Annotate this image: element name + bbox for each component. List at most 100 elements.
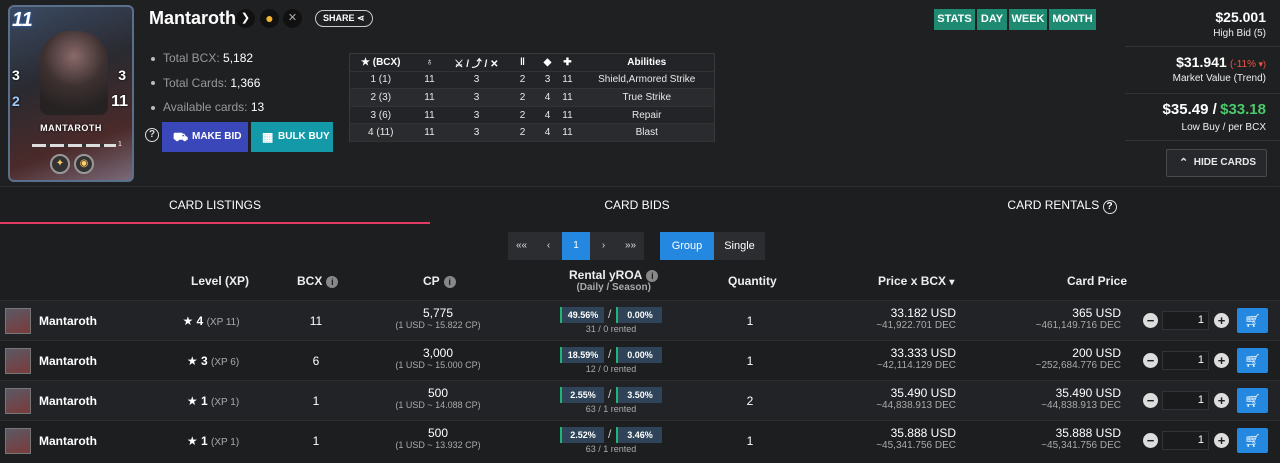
price-usd: 33.333 USD [890,346,956,360]
increase-quantity-button[interactable]: + [1214,433,1229,448]
price-bcx-column-header[interactable]: Price x BCX ▾ [878,274,954,288]
listing-bcx: 1 [312,434,320,448]
hide-cards-label: HIDE CARDS [1193,157,1256,168]
bulk-buy-button[interactable]: ▦ BULK BUY [251,122,333,152]
tab-card-listings[interactable]: CARD LISTINGS [0,187,430,224]
bcx-column-header[interactable]: BCX i [297,274,339,288]
rented-count: 12 / 0 rented [585,364,637,374]
card-header: 11 3 3 2 11 MANTAROTH 1 ✦ ◉ Mantaroth ❯ … [0,0,1280,186]
tab-card-bids[interactable]: CARD BIDS [604,198,670,212]
price-usd: 35.490 USD [890,386,956,400]
decrease-quantity-button[interactable]: − [1143,433,1158,448]
info-icon[interactable]: i [646,269,659,282]
quantity-input[interactable]: 1 [1162,431,1209,450]
period-week[interactable]: WEEK [1009,9,1047,30]
cart-icon: 🛒︎ [1244,393,1261,408]
increase-quantity-button[interactable]: + [1214,393,1229,408]
price-dec: ~44,838.913 DEC [876,400,956,411]
listing-row[interactable]: Mantaroth ★ 1 (XP 1) 1 500 (1 USD ~ 13.932 C… [0,420,1280,460]
card-price-dec: ~461,149.716 DEC [1035,320,1121,331]
page-1-button[interactable]: 1 [562,232,590,260]
card-stats: Total BCX: 5,182 Total Cards: 1,366 Avai… [151,46,264,120]
star-icon: ★ [186,354,198,368]
listing-card-price: 200 USD ~252,684.776 DEC [1036,346,1121,371]
page-next-button[interactable]: › [590,232,617,260]
cp-rate: (1 USD ~ 13.932 CP) [395,440,481,450]
high-bid-value: $25.001 [1215,9,1266,25]
roa-season: 0.00% [616,307,662,323]
share-icon: ⋖ [357,13,365,23]
tab-card-rentals-label: CARD RENTALS [1007,198,1100,212]
sort-down-icon: ▾ [949,277,955,288]
help-icon: ? [1102,200,1117,214]
listing-row[interactable]: Mantaroth ★ 4 (XP 11) 11 5,775 (1 USD ~ 15.8… [0,300,1280,340]
card-image[interactable]: 11 3 3 2 11 MANTAROTH 1 ✦ ◉ [8,5,134,182]
xp-value: (XP 1) [210,437,240,448]
listing-card-name[interactable]: Mantaroth [39,394,97,408]
page-first-button[interactable]: «« [508,232,535,260]
increase-quantity-button[interactable]: + [1214,353,1229,368]
listing-card-name[interactable]: Mantaroth [39,434,97,448]
price-dec: ~42,114.129 DEC [876,360,956,371]
listing-card-name[interactable]: Mantaroth [39,354,97,368]
roa-column-header[interactable]: Rental yROA i (Daily / Season) [569,268,659,293]
group-toggle[interactable]: Group [660,232,714,260]
info-icon[interactable]: i [443,275,456,288]
decrease-quantity-button[interactable]: − [1143,313,1158,328]
cp-value: 500 [427,386,449,400]
info-icon[interactable]: i [326,275,339,288]
listing-price-bcx: 33.333 USD ~42,114.129 DEC [877,346,956,371]
level-column-header[interactable]: Level (XP) [191,274,250,288]
page-prev-button[interactable]: ‹ [535,232,562,260]
add-to-cart-button[interactable]: 🛒︎ [1237,308,1268,333]
add-to-cart-button[interactable]: 🛒︎ [1237,388,1268,413]
listing-level: ★ 4 (XP 11) [171,314,251,328]
period-day[interactable]: DAY [977,9,1007,30]
card-price-dec: ~44,838.913 DEC [1041,400,1121,411]
listing-price-bcx: 35.888 USD ~45,341.756 DEC [876,426,956,451]
trend-down-icon: ▾) [1255,59,1266,69]
make-bid-button[interactable]: ⛟ MAKE BID [162,122,248,152]
card-price-column-header[interactable]: Card Price [1067,274,1128,288]
price-bcx-label: Price x BCX [878,274,947,288]
card-price-usd: 35.888 USD [1055,426,1121,440]
divider [1125,46,1280,47]
listing-cp: 500 (1 USD ~ 13.932 CP) [380,426,496,450]
period-month[interactable]: MONTH [1049,9,1096,30]
hide-cards-button[interactable]: ⌃ HIDE CARDS [1166,149,1267,177]
quantity-column-header[interactable]: Quantity [728,274,777,288]
period-stats[interactable]: STATS [934,9,975,30]
decrease-quantity-button[interactable]: − [1143,393,1158,408]
tab-card-rentals[interactable]: CARD RENTALS ? [844,187,1280,224]
listing-row[interactable]: Mantaroth ★ 3 (XP 6) 6 3,000 (1 USD ~ 15.000… [0,340,1280,380]
quantity-input[interactable]: 1 [1162,351,1209,370]
share-label: SHARE [323,13,355,23]
cart-icon: 🛒︎ [1244,313,1261,328]
cp-value: 5,775 [422,306,454,320]
single-toggle[interactable]: Single [714,232,765,260]
page-last-button[interactable]: »» [617,232,644,260]
available-label: Available cards: [163,100,248,114]
quantity-input[interactable]: 1 [1162,391,1209,410]
help-icon[interactable]: ? [145,128,159,142]
card-title: Mantaroth [149,8,236,28]
add-to-cart-button[interactable]: 🛒︎ [1237,428,1268,453]
card-thumbnail [5,388,31,414]
price-usd: 33.182 USD [890,306,956,320]
melee-value: 3 [118,67,126,83]
listing-level: ★ 1 (XP 1) [173,394,253,408]
quantity-input[interactable]: 1 [1162,311,1209,330]
decrease-quantity-button[interactable]: − [1143,353,1158,368]
make-bid-label: MAKE BID [192,131,242,142]
rented-count: 31 / 0 rented [585,324,637,334]
share-button[interactable]: SHARE ⋖ [315,10,373,27]
roa-separator: / [608,427,612,441]
increase-quantity-button[interactable]: + [1214,313,1229,328]
add-to-cart-button[interactable]: 🛒︎ [1237,348,1268,373]
mana-header-icon: ♁ [411,53,448,72]
price-usd: 35.888 USD [890,426,956,440]
cp-column-header[interactable]: CP i [423,274,456,288]
listing-level: ★ 1 (XP 1) [173,434,253,448]
listing-card-name[interactable]: Mantaroth [39,314,97,328]
listing-row[interactable]: Mantaroth ★ 1 (XP 1) 1 500 (1 USD ~ 14.088 C… [0,380,1280,420]
